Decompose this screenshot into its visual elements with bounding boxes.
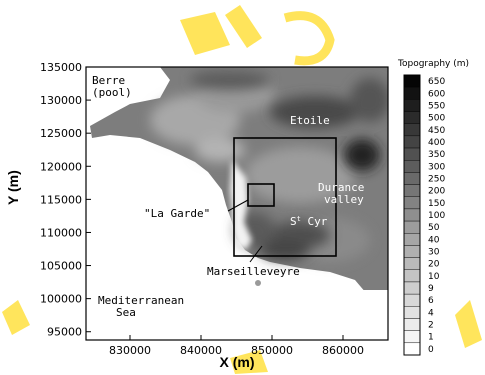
topography-map bbox=[86, 67, 388, 340]
legend-label: 200 bbox=[428, 187, 445, 197]
legend-swatch bbox=[403, 208, 421, 222]
legend-label: 250 bbox=[428, 174, 445, 184]
legend-swatch bbox=[403, 220, 421, 234]
label-durance-line2: valley bbox=[324, 193, 364, 206]
legend-swatch bbox=[403, 160, 421, 173]
watermark bbox=[2, 5, 482, 374]
label-st-cyr: St Cyr bbox=[290, 215, 328, 228]
legend-label: 20 bbox=[428, 260, 440, 270]
label-berre-line2: (pool) bbox=[92, 86, 132, 99]
y-tick-label: 95000 bbox=[47, 326, 82, 339]
coastal-plain bbox=[230, 160, 252, 250]
legend-label: 40 bbox=[428, 235, 440, 245]
legend-swatch bbox=[403, 147, 421, 161]
legend: 6506005505004504003503002502001501005040… bbox=[403, 74, 445, 356]
legend-label: 10 bbox=[428, 272, 440, 282]
x-tick-label: 830000 bbox=[109, 344, 151, 357]
legend-label: 650 bbox=[428, 77, 445, 87]
legend-swatch bbox=[403, 293, 421, 307]
x-tick-label: 840000 bbox=[180, 344, 222, 357]
legend-label: 350 bbox=[428, 150, 445, 160]
legend-label: 300 bbox=[428, 162, 445, 172]
legend-swatch bbox=[403, 74, 421, 88]
y-tick-label: 130000 bbox=[40, 94, 82, 107]
x-axis-title: X (m) bbox=[220, 354, 255, 370]
legend-label: 6 bbox=[428, 296, 434, 306]
legend-title: Topography (m) bbox=[397, 59, 469, 69]
legend-label: 50 bbox=[428, 223, 440, 233]
legend-swatch bbox=[403, 306, 421, 319]
x-tick-label: 850000 bbox=[251, 344, 293, 357]
y-tick-label: 115000 bbox=[40, 193, 82, 206]
legend-swatch bbox=[403, 86, 421, 100]
legend-label: 4 bbox=[428, 308, 434, 318]
legend-swatch bbox=[403, 281, 421, 295]
label-durance-line1: Durance bbox=[318, 181, 364, 194]
legend-swatch bbox=[403, 135, 421, 149]
legend-swatch bbox=[403, 257, 421, 270]
legend-label: 1 bbox=[428, 333, 434, 343]
label-la-garde: "La Garde" bbox=[144, 207, 210, 220]
legend-label: 450 bbox=[428, 126, 445, 136]
label-mediterranean-line1: Mediterranean bbox=[98, 294, 184, 307]
legend-label: 150 bbox=[428, 199, 445, 209]
legend-label: 0 bbox=[428, 345, 434, 355]
y-tick-label: 135000 bbox=[40, 61, 82, 74]
plot-frame bbox=[85, 66, 389, 341]
legend-swatch bbox=[403, 184, 421, 197]
label-mediterranean-line2: Sea bbox=[116, 306, 136, 319]
y-axis-title: Y (m) bbox=[5, 170, 21, 205]
legend-swatch bbox=[403, 123, 421, 137]
x-axis: 830000 840000 850000 860000 bbox=[109, 335, 364, 357]
marseilleveyre-leader bbox=[249, 245, 263, 263]
legend-label: 100 bbox=[428, 211, 445, 221]
legend-label: 30 bbox=[428, 248, 440, 258]
legend-label: 500 bbox=[428, 114, 445, 124]
legend-label: 600 bbox=[428, 89, 445, 99]
legend-swatch bbox=[403, 245, 421, 258]
legend-swatch bbox=[403, 99, 421, 112]
y-tick-label: 110000 bbox=[40, 226, 82, 239]
y-axis: 135000 130000 125000 120000 115000 110000 1050… bbox=[40, 61, 91, 339]
label-etoile: Etoile bbox=[290, 114, 330, 127]
legend-label: 400 bbox=[428, 138, 445, 148]
legend-swatch bbox=[403, 330, 421, 344]
la-garde-box bbox=[247, 183, 275, 207]
y-tick-label: 120000 bbox=[40, 160, 82, 173]
label-marseilleveyre: Marseilleveyre bbox=[207, 265, 300, 278]
y-tick-label: 100000 bbox=[40, 293, 82, 306]
la-garde-leader bbox=[227, 199, 249, 212]
legend-label: 2 bbox=[428, 321, 434, 331]
legend-swatch bbox=[403, 196, 421, 210]
label-berre-line1: Berre bbox=[92, 74, 125, 87]
legend-swatch bbox=[403, 172, 421, 185]
legend-swatch bbox=[403, 233, 421, 246]
x-tick-label: 860000 bbox=[322, 344, 364, 357]
y-tick-label: 105000 bbox=[40, 260, 82, 273]
legend-swatch bbox=[403, 342, 421, 356]
legend-swatch bbox=[403, 318, 421, 331]
legend-label: 9 bbox=[428, 284, 434, 294]
y-tick-label: 125000 bbox=[40, 127, 82, 140]
legend-label: 550 bbox=[428, 101, 445, 111]
legend-frame bbox=[403, 74, 421, 356]
legend-swatch bbox=[403, 269, 421, 283]
legend-swatch bbox=[403, 111, 421, 124]
study-area-box bbox=[233, 137, 337, 257]
